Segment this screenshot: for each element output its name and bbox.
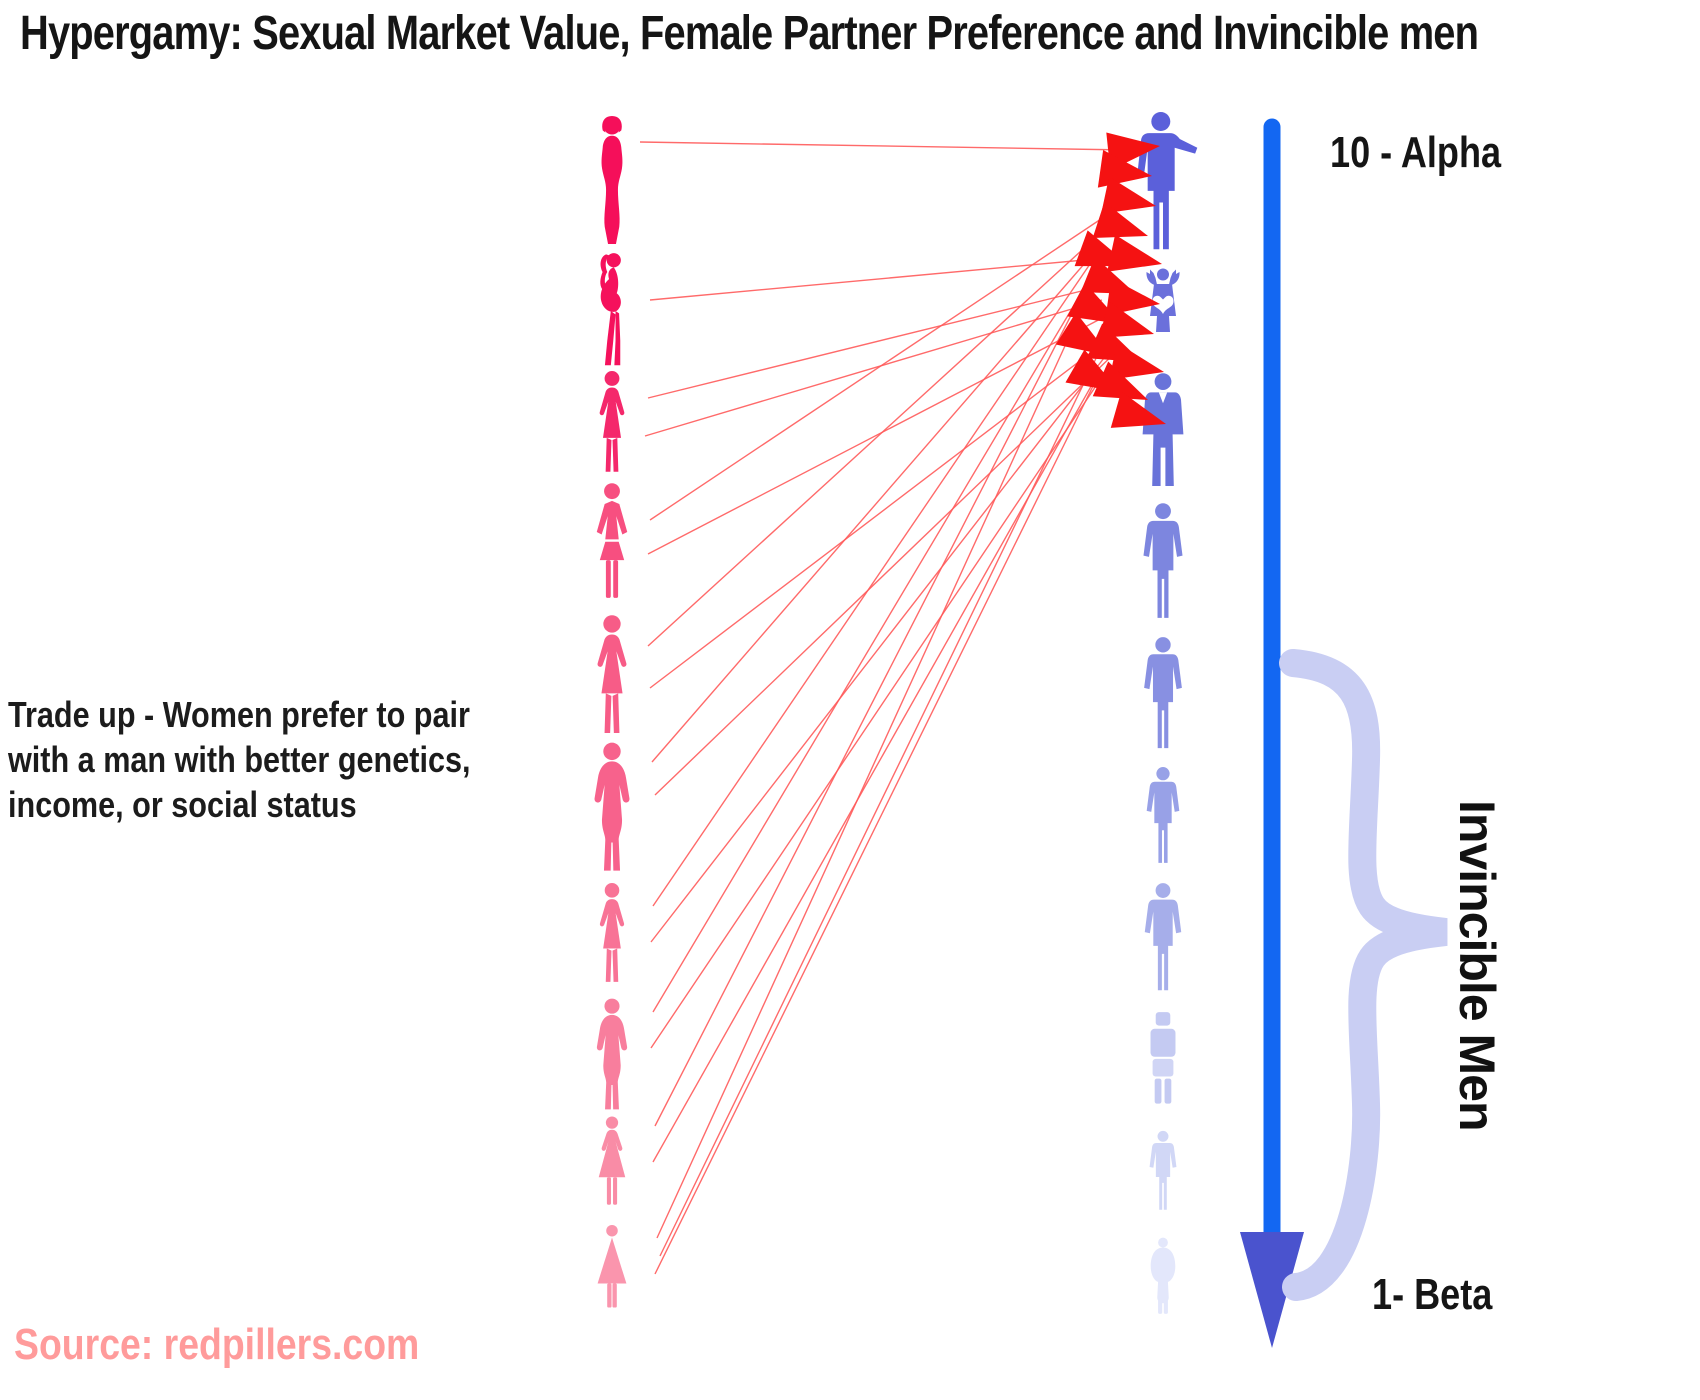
woman-icon-8 <box>596 998 628 1110</box>
alpha-rank-label: 10 - Alpha <box>1330 128 1502 177</box>
annotation-line-1: Trade up - Women prefer to pair <box>8 694 470 735</box>
invincible-men-label: Invincible Men <box>1449 800 1505 1131</box>
man-icon-2 <box>1146 268 1180 332</box>
man-icon-5 <box>1144 637 1182 749</box>
beta-rank-label: 1- Beta <box>1372 1270 1493 1319</box>
preference-line <box>651 247 1099 763</box>
preference-line <box>654 383 1095 1275</box>
preference-line <box>649 204 1123 521</box>
man-icon-8 <box>1150 1012 1176 1104</box>
red-arrowhead <box>1055 312 1110 356</box>
preference-line <box>654 349 1119 796</box>
trade-up-annotation: Trade up - Women prefer to pair with a m… <box>8 692 470 827</box>
annotation-line-3: income, or social status <box>8 784 357 825</box>
preference-line <box>647 314 1109 555</box>
preference-line <box>649 257 1107 301</box>
preference-line <box>650 367 1109 1049</box>
red-arrowheads <box>1055 132 1166 428</box>
man-icon-9 <box>1149 1130 1177 1210</box>
preference-line <box>659 345 1103 1257</box>
curly-brace-icon <box>1279 649 1448 1301</box>
preference-line <box>644 299 1103 437</box>
woman-icon-6 <box>594 742 630 871</box>
red-arrowhead <box>1109 342 1164 380</box>
red-arrowhead <box>1105 277 1160 316</box>
red-arrowhead <box>1092 201 1148 239</box>
red-arrowhead <box>1092 361 1148 400</box>
man-icon-4 <box>1143 503 1183 618</box>
invincible-brace <box>1279 649 1448 1301</box>
woman-icon-9 <box>598 1116 626 1205</box>
women-column <box>594 116 630 1308</box>
smv-axis-arrow <box>1240 118 1304 1348</box>
preference-lines <box>639 141 1129 1275</box>
man-icon-7 <box>1144 883 1182 991</box>
red-arrowhead <box>1074 230 1130 267</box>
woman-icon-5 <box>597 615 627 734</box>
preference-line <box>649 334 1115 689</box>
man-icon-10 <box>1150 1237 1176 1314</box>
woman-icon-3 <box>599 371 625 472</box>
woman-icon-4 <box>596 483 628 598</box>
red-arrowhead <box>1110 391 1166 428</box>
preference-line <box>639 141 1129 151</box>
man-icon-3 <box>1142 373 1184 486</box>
preference-line <box>652 263 1091 907</box>
woman-icon-7 <box>599 883 625 982</box>
red-arrowhead <box>1098 301 1154 338</box>
smv-axis-arrowhead-icon <box>1240 1232 1304 1348</box>
source-credit: Source: redpillers.com <box>14 1320 420 1369</box>
annotation-line-2: with a man with better genetics, <box>8 739 471 780</box>
preference-line <box>647 229 1105 647</box>
woman-icon-2 <box>600 253 621 366</box>
woman-icon-10 <box>597 1224 627 1308</box>
preference-line <box>650 357 1105 943</box>
preference-line <box>654 289 1085 1127</box>
page-title: Hypergamy: Sexual Market Value, Female P… <box>20 7 1479 60</box>
preference-line <box>656 299 1087 1239</box>
preference-line <box>652 274 1093 1013</box>
preference-line <box>647 281 1119 399</box>
men-column <box>1137 112 1198 1314</box>
woman-icon-1 <box>601 116 623 245</box>
man-icon-6 <box>1146 767 1180 863</box>
man-icon-1 <box>1137 112 1198 250</box>
red-arrowhead <box>1101 176 1156 214</box>
